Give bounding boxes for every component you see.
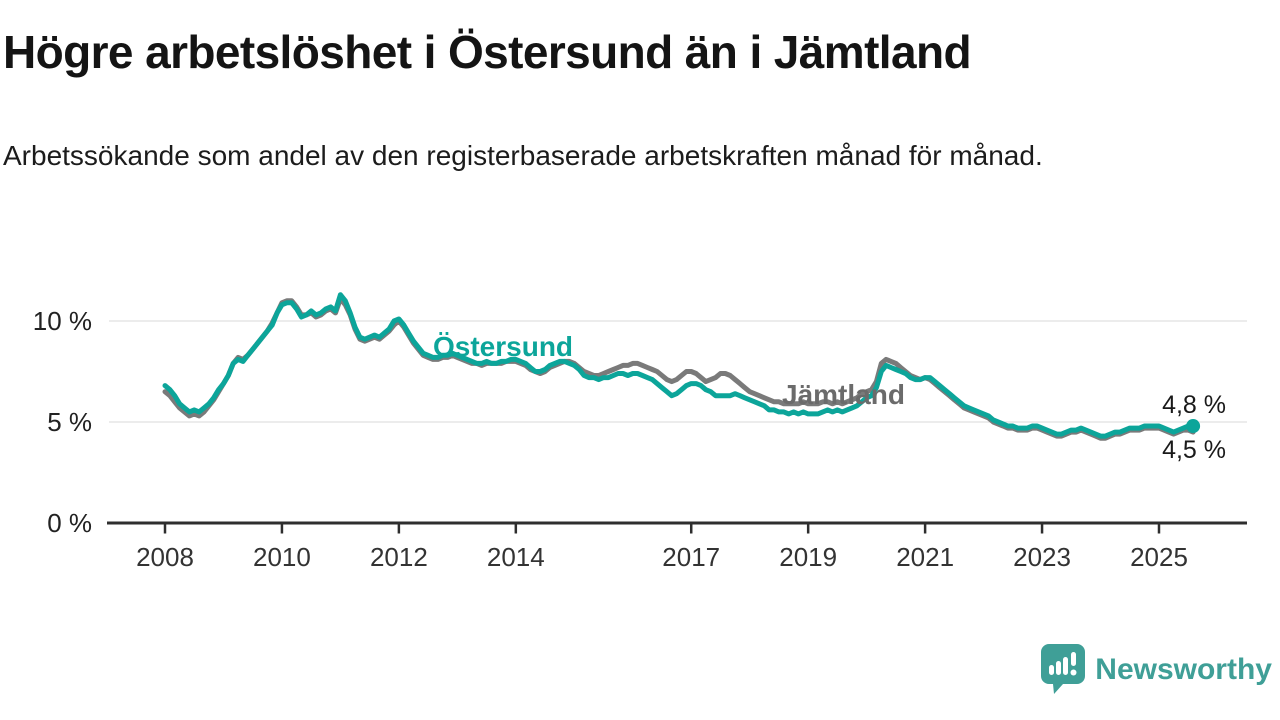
y-axis-labels: 10 % 5 % 0 % [33, 306, 92, 538]
y-tick-label: 5 % [47, 407, 92, 437]
chart-subtitle: Arbetssökande som andel av den registerb… [3, 140, 1043, 171]
annotations: Östersund 4,8 % Jämtland 4,5 % [433, 331, 1226, 464]
newsworthy-logo: Newsworthy [1041, 644, 1272, 696]
latest-value-dot [1186, 419, 1201, 434]
x-tick-label: 2017 [662, 542, 720, 572]
x-tick-label: 2019 [779, 542, 837, 572]
x-tick-label: 2010 [253, 542, 311, 572]
chart-title: Högre arbetslöshet i Östersund än i Jämt… [3, 26, 972, 78]
gridlines [109, 320, 1247, 423]
x-axis [107, 521, 1247, 534]
series-label-oestersund: Östersund [433, 331, 573, 362]
end-value-label-oestersund: 4,8 % [1162, 391, 1226, 419]
x-tick-label: 2008 [136, 542, 194, 572]
x-tick-label: 2021 [896, 542, 954, 572]
x-tick-label: 2023 [1013, 542, 1071, 572]
end-value-label-jaemtland: 4,5 % [1162, 436, 1226, 464]
y-tick-label: 0 % [47, 508, 92, 538]
oestersund-line [162, 292, 1196, 439]
data-series [162, 292, 1201, 441]
series-label-jaemtland: Jämtland [782, 379, 905, 410]
logo-bars [1049, 652, 1077, 676]
jaemtland-line [162, 296, 1196, 441]
newsworthy-logo-icon [1041, 644, 1086, 694]
x-axis-labels: 2008 2010 2012 2014 2017 2019 2021 2023 2025 [136, 542, 1188, 572]
x-tick-label: 2014 [487, 542, 545, 572]
newsworthy-logo-text: Newsworthy [1095, 653, 1272, 686]
x-tick-label: 2012 [370, 542, 428, 572]
x-tick-label: 2025 [1130, 542, 1188, 572]
y-tick-label: 10 % [33, 306, 92, 336]
